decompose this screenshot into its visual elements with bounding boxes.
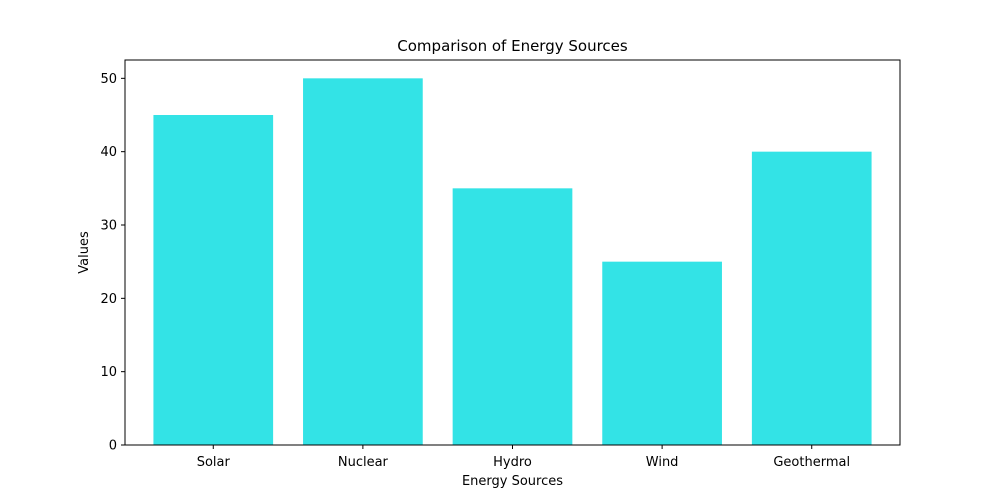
x-axis: Solar Nuclear Hydro Wind Geothermal: [197, 445, 850, 470]
y-tick-label: 40: [100, 145, 117, 160]
x-tick-label: Hydro: [493, 455, 532, 470]
bar-geothermal: [751, 151, 872, 445]
y-tick-label: 20: [100, 292, 117, 307]
y-axis-label: Values: [77, 231, 92, 274]
bars-group: [153, 78, 872, 446]
x-tick-label: Geothermal: [773, 455, 850, 470]
y-axis: 0 10 20 30 40 50: [100, 72, 125, 454]
x-tick-label: Nuclear: [338, 455, 389, 470]
y-tick-label: 30: [100, 219, 117, 234]
x-axis-label: Energy Sources: [462, 474, 563, 489]
bar-wind: [602, 261, 722, 445]
x-tick-label: Solar: [197, 455, 231, 470]
plot-frame: [124, 59, 901, 446]
y-tick-label: 10: [100, 365, 117, 380]
y-tick-label: 0: [109, 439, 117, 454]
y-tick-label: 50: [100, 72, 117, 87]
bar-solar: [153, 115, 274, 445]
bar-hydro: [452, 188, 573, 446]
x-tick-label: Wind: [646, 455, 679, 470]
chart-title: Comparison of Energy Sources: [397, 37, 628, 55]
bar-nuclear: [303, 78, 423, 445]
